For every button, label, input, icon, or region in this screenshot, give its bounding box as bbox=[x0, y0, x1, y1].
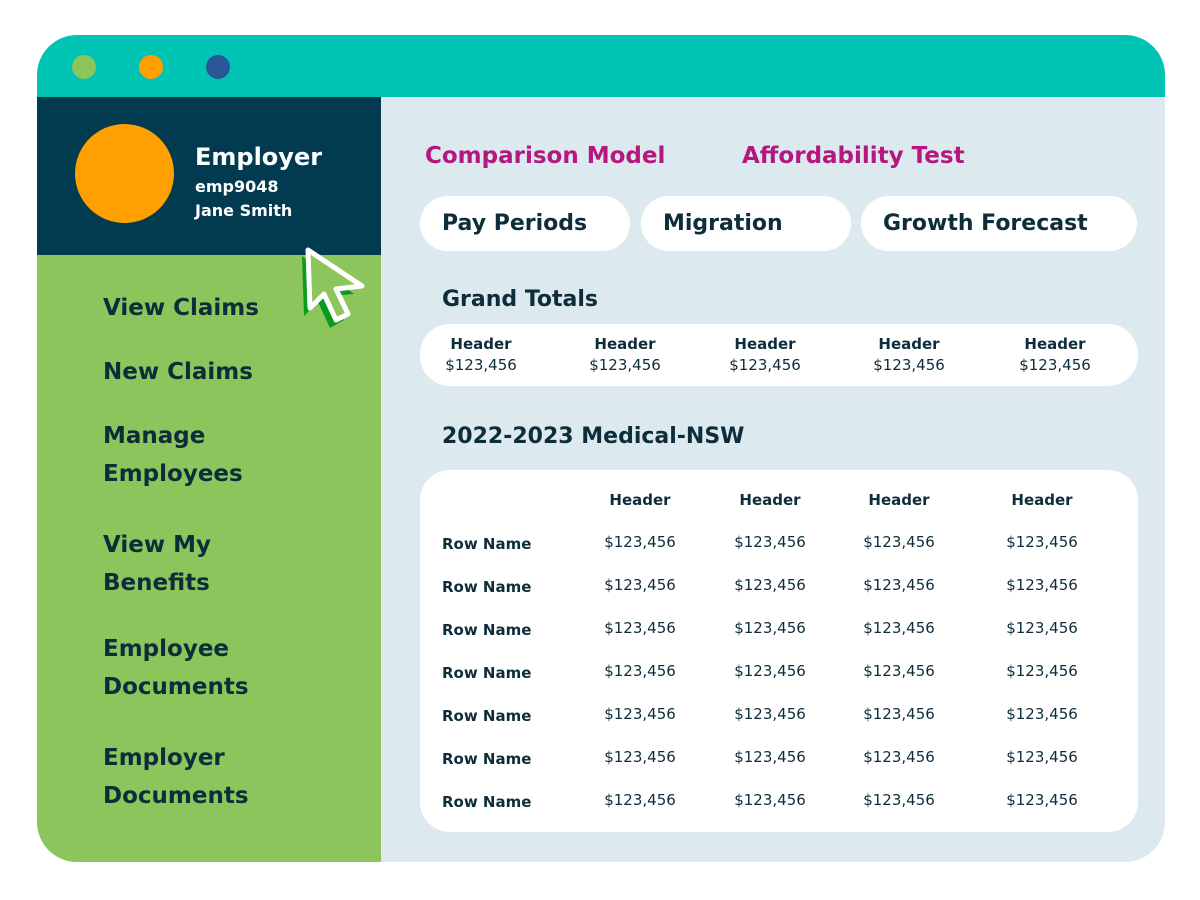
row-name: Row Name bbox=[442, 707, 532, 725]
table-cell: $123,456 bbox=[734, 791, 806, 809]
total-column: Header $123,456 bbox=[849, 334, 969, 376]
total-column: Header $123,456 bbox=[705, 334, 825, 376]
table-cell: $123,456 bbox=[863, 576, 935, 594]
table-cell: $123,456 bbox=[863, 705, 935, 723]
mouse-pointer-icon bbox=[302, 247, 365, 328]
table-cell: $123,456 bbox=[604, 662, 676, 680]
table-cell: $123,456 bbox=[1006, 662, 1078, 680]
sidebar-item-employer-documents[interactable]: Employer Documents bbox=[103, 745, 249, 809]
total-column: Header $123,456 bbox=[421, 334, 541, 376]
total-header: Header bbox=[1024, 335, 1086, 353]
row-name: Row Name bbox=[442, 535, 532, 553]
profile-id: emp9048 bbox=[195, 177, 279, 196]
total-header: Header bbox=[734, 335, 796, 353]
column-header: Header bbox=[1011, 491, 1073, 509]
grand-totals-title: Grand Totals bbox=[442, 287, 599, 312]
row-name: Row Name bbox=[442, 793, 532, 811]
column-header: Header bbox=[868, 491, 930, 509]
table-cell: $123,456 bbox=[863, 533, 935, 551]
table-cell: $123,456 bbox=[863, 662, 935, 680]
tab-comparison-model[interactable]: Comparison Model bbox=[425, 143, 666, 169]
growth-forecast-button[interactable]: Growth Forecast bbox=[861, 196, 1137, 251]
data-table-card: Header Header Header Header Row Name $123,456… bbox=[420, 470, 1138, 832]
table-cell: $123,456 bbox=[604, 533, 676, 551]
sidebar-item-employee-documents[interactable]: Employee Documents bbox=[103, 636, 249, 700]
row-name: Row Name bbox=[442, 664, 532, 682]
column-header: Header bbox=[609, 491, 671, 509]
tab-affordability-test[interactable]: Affordability Test bbox=[742, 143, 965, 169]
table-cell: $123,456 bbox=[863, 619, 935, 637]
window-dot-blue[interactable] bbox=[206, 55, 230, 79]
table-cell: $123,456 bbox=[734, 576, 806, 594]
row-name: Row Name bbox=[442, 621, 532, 639]
table-cell: $123,456 bbox=[604, 791, 676, 809]
sidebar-item-view-my-benefits[interactable]: View My Benefits bbox=[103, 532, 212, 596]
sidebar-item-manage-employees[interactable]: Manage Employees bbox=[103, 423, 243, 487]
sidebar-item-view-claims[interactable]: View Claims bbox=[103, 295, 259, 321]
table-cell: $123,456 bbox=[863, 748, 935, 766]
table-cell: $123,456 bbox=[734, 619, 806, 637]
row-name: Row Name bbox=[442, 750, 532, 768]
table-title: 2022-2023 Medical-NSW bbox=[442, 424, 745, 449]
sidebar-item-new-claims[interactable]: New Claims bbox=[103, 359, 253, 385]
table-cell: $123,456 bbox=[604, 619, 676, 637]
table-cell: $123,456 bbox=[734, 705, 806, 723]
table-cell: $123,456 bbox=[1006, 705, 1078, 723]
table-cell: $123,456 bbox=[604, 748, 676, 766]
total-column: Header $123,456 bbox=[565, 334, 685, 376]
total-header: Header bbox=[450, 335, 512, 353]
window-dot-green[interactable] bbox=[72, 55, 96, 79]
total-value: $123,456 bbox=[1019, 356, 1091, 374]
table-cell: $123,456 bbox=[1006, 791, 1078, 809]
total-value: $123,456 bbox=[445, 356, 517, 374]
total-value: $123,456 bbox=[729, 356, 801, 374]
total-header: Header bbox=[594, 335, 656, 353]
grand-totals-card: Header $123,456 Header $123,456 Header $123… bbox=[420, 324, 1138, 386]
table-cell: $123,456 bbox=[1006, 619, 1078, 637]
total-column: Header $123,456 bbox=[995, 334, 1115, 376]
table-cell: $123,456 bbox=[734, 748, 806, 766]
table-cell: $123,456 bbox=[1006, 576, 1078, 594]
table-cell: $123,456 bbox=[604, 705, 676, 723]
table-cell: $123,456 bbox=[863, 791, 935, 809]
sidebar: Employer emp9048 Jane Smith View Claims … bbox=[37, 97, 381, 862]
column-header: Header bbox=[739, 491, 801, 509]
profile-panel: Employer emp9048 Jane Smith bbox=[37, 97, 381, 255]
total-value: $123,456 bbox=[589, 356, 661, 374]
total-header: Header bbox=[878, 335, 940, 353]
app-window: Employer emp9048 Jane Smith View Claims … bbox=[37, 35, 1165, 862]
pay-periods-button[interactable]: Pay Periods bbox=[420, 196, 630, 251]
window-dot-orange[interactable] bbox=[139, 55, 163, 79]
total-value: $123,456 bbox=[873, 356, 945, 374]
title-bar bbox=[37, 35, 1165, 97]
table-cell: $123,456 bbox=[1006, 533, 1078, 551]
table-cell: $123,456 bbox=[604, 576, 676, 594]
table-cell: $123,456 bbox=[734, 662, 806, 680]
migration-button[interactable]: Migration bbox=[641, 196, 851, 251]
row-name: Row Name bbox=[442, 578, 532, 596]
profile-role: Employer bbox=[195, 143, 323, 171]
table-cell: $123,456 bbox=[734, 533, 806, 551]
avatar bbox=[75, 124, 174, 223]
table-cell: $123,456 bbox=[1006, 748, 1078, 766]
profile-name: Jane Smith bbox=[195, 201, 293, 220]
